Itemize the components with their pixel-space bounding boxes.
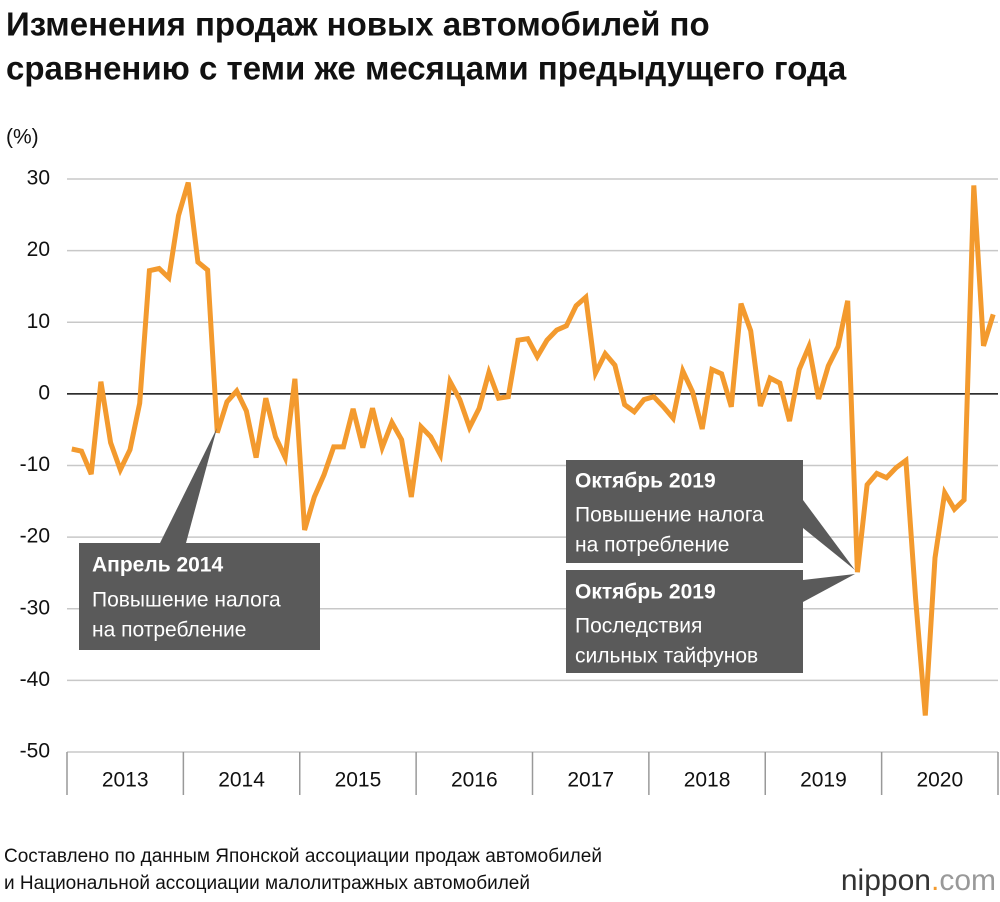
- x-tick-label: 2017: [567, 769, 614, 792]
- y-tick-label: -20: [20, 525, 50, 548]
- annotation-pointer: [160, 428, 217, 543]
- annotation-text: Повышение налога: [575, 504, 764, 527]
- annotation-title: Апрель 2014: [92, 554, 223, 577]
- y-tick-label: 20: [27, 238, 50, 261]
- annotation-box: [79, 543, 320, 650]
- logo-part: .: [931, 864, 939, 897]
- logo: nippon.com: [841, 864, 996, 897]
- annotation-pointer: [803, 500, 855, 570]
- x-tick-label: 2013: [102, 769, 149, 792]
- annotation-title: Октябрь 2019: [575, 470, 716, 493]
- x-tick-label: 2018: [684, 769, 731, 792]
- annotation: Октябрь 2019 Повышение налога на потребл…: [566, 460, 855, 570]
- y-tick-label: -50: [20, 740, 50, 763]
- annotation-pointer: [803, 574, 855, 602]
- annotation-text: Последствия: [575, 615, 702, 638]
- plot-area: -50 -40 -30 -20 -10 0 10 20 30 2013 2014 2015 2016 20…: [20, 167, 999, 795]
- x-tick-label: 2019: [800, 769, 847, 792]
- logo-part: com: [939, 864, 996, 897]
- annotation-title: Октябрь 2019: [575, 581, 716, 604]
- x-tick-label: 2020: [916, 769, 963, 792]
- annotation-box: [566, 460, 803, 563]
- source: Составлено по данным Японской ассоциации…: [4, 846, 602, 867]
- y-tick-label: 0: [38, 381, 50, 404]
- y-tick-label: 10: [27, 310, 50, 333]
- annotation: Октябрь 2019 Последствия сильных тайфуно…: [566, 570, 855, 673]
- annotation-text: сильных тайфунов: [575, 645, 758, 668]
- chart-title: сравнению с теми же месяцами предыдущего…: [6, 50, 847, 87]
- annotation-text: на потребление: [575, 534, 729, 557]
- source: и Национальной ассоциации малолитражных …: [4, 873, 530, 894]
- y-tick-label: -30: [20, 596, 50, 619]
- annotation: Апрель 2014 Повышение налога на потребле…: [79, 428, 320, 650]
- x-tick-label: 2016: [451, 769, 498, 792]
- logo-part: nippon: [841, 864, 931, 897]
- line-series: [71, 181, 996, 716]
- y-tick-label: 30: [27, 167, 50, 190]
- annotation-text: на потребление: [92, 619, 246, 642]
- annotation-box: [566, 570, 803, 673]
- y-tick-label: -40: [20, 668, 50, 691]
- y-tick-label: -10: [20, 453, 50, 476]
- x-tick-label: 2015: [335, 769, 382, 792]
- x-tick-label: 2014: [218, 769, 265, 792]
- chart-title: Изменения продаж новых автомобилей по: [6, 6, 710, 43]
- y-axis-label: (%): [6, 126, 39, 149]
- annotation-text: Повышение налога: [92, 589, 281, 612]
